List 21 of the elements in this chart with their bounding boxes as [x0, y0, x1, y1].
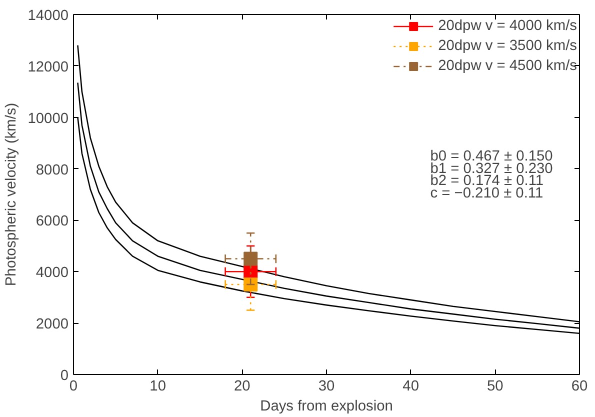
x-axis-title: Days from explosion	[260, 398, 393, 414]
annotation: c = −0.210 ± 0.11	[430, 185, 544, 202]
x-tick-label: 20	[234, 378, 250, 394]
x-tick-label: 30	[318, 378, 335, 394]
legend-label: 20dpw v = 3500 km/s	[438, 38, 577, 54]
legend-label: 20dpw v = 4500 km/s	[438, 58, 577, 74]
x-tick-label: 50	[487, 378, 504, 394]
y-tick-label: 14000	[28, 8, 69, 24]
x-tick-label: 10	[150, 378, 166, 394]
y-tick-label: 12000	[28, 59, 69, 76]
x-tick-label: 40	[402, 378, 419, 394]
line-series	[77, 82, 580, 329]
y-axis-title: Photospheric velocity (km/s)	[4, 102, 20, 286]
x-tick-label: 60	[571, 378, 588, 394]
y-tick-label: 8000	[36, 162, 69, 178]
y-tick-label: 6000	[36, 214, 69, 230]
y-tick-label: 10000	[28, 110, 69, 127]
y-tick-label: 2000	[36, 316, 69, 333]
y-tick-label: 0	[60, 368, 69, 384]
y-tick-label: 4000	[36, 265, 69, 282]
legend-label: 20dpw v = 4000 km/s	[438, 18, 577, 34]
